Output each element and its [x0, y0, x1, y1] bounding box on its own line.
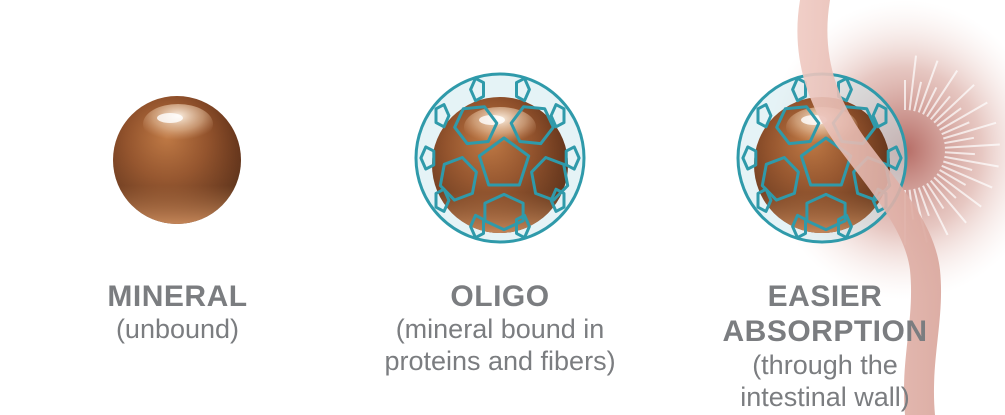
- caption-mineral-title: MINERAL: [107, 280, 248, 313]
- caption-absorption-title: EASIER ABSORPTION: [722, 280, 928, 349]
- caption-mineral-subtitle: (unbound): [115, 314, 240, 345]
- caption-mineral: MINERAL (unbound): [60, 279, 295, 346]
- intestinal-wall-icon: [797, 0, 942, 415]
- caption-absorption-subtitle: (through the intestinal wall): [740, 349, 910, 412]
- caption-oligo: OLIGO (mineral bound in proteins and fib…: [355, 279, 645, 378]
- protein-cage-icon: [414, 72, 586, 244]
- mineral-sphere-icon: [113, 96, 241, 224]
- caption-oligo-subtitle: (mineral bound in proteins and fibers): [384, 314, 616, 377]
- caption-absorption: EASIER ABSORPTION (through the intestina…: [700, 279, 950, 414]
- caption-oligo-title: OLIGO: [450, 280, 550, 313]
